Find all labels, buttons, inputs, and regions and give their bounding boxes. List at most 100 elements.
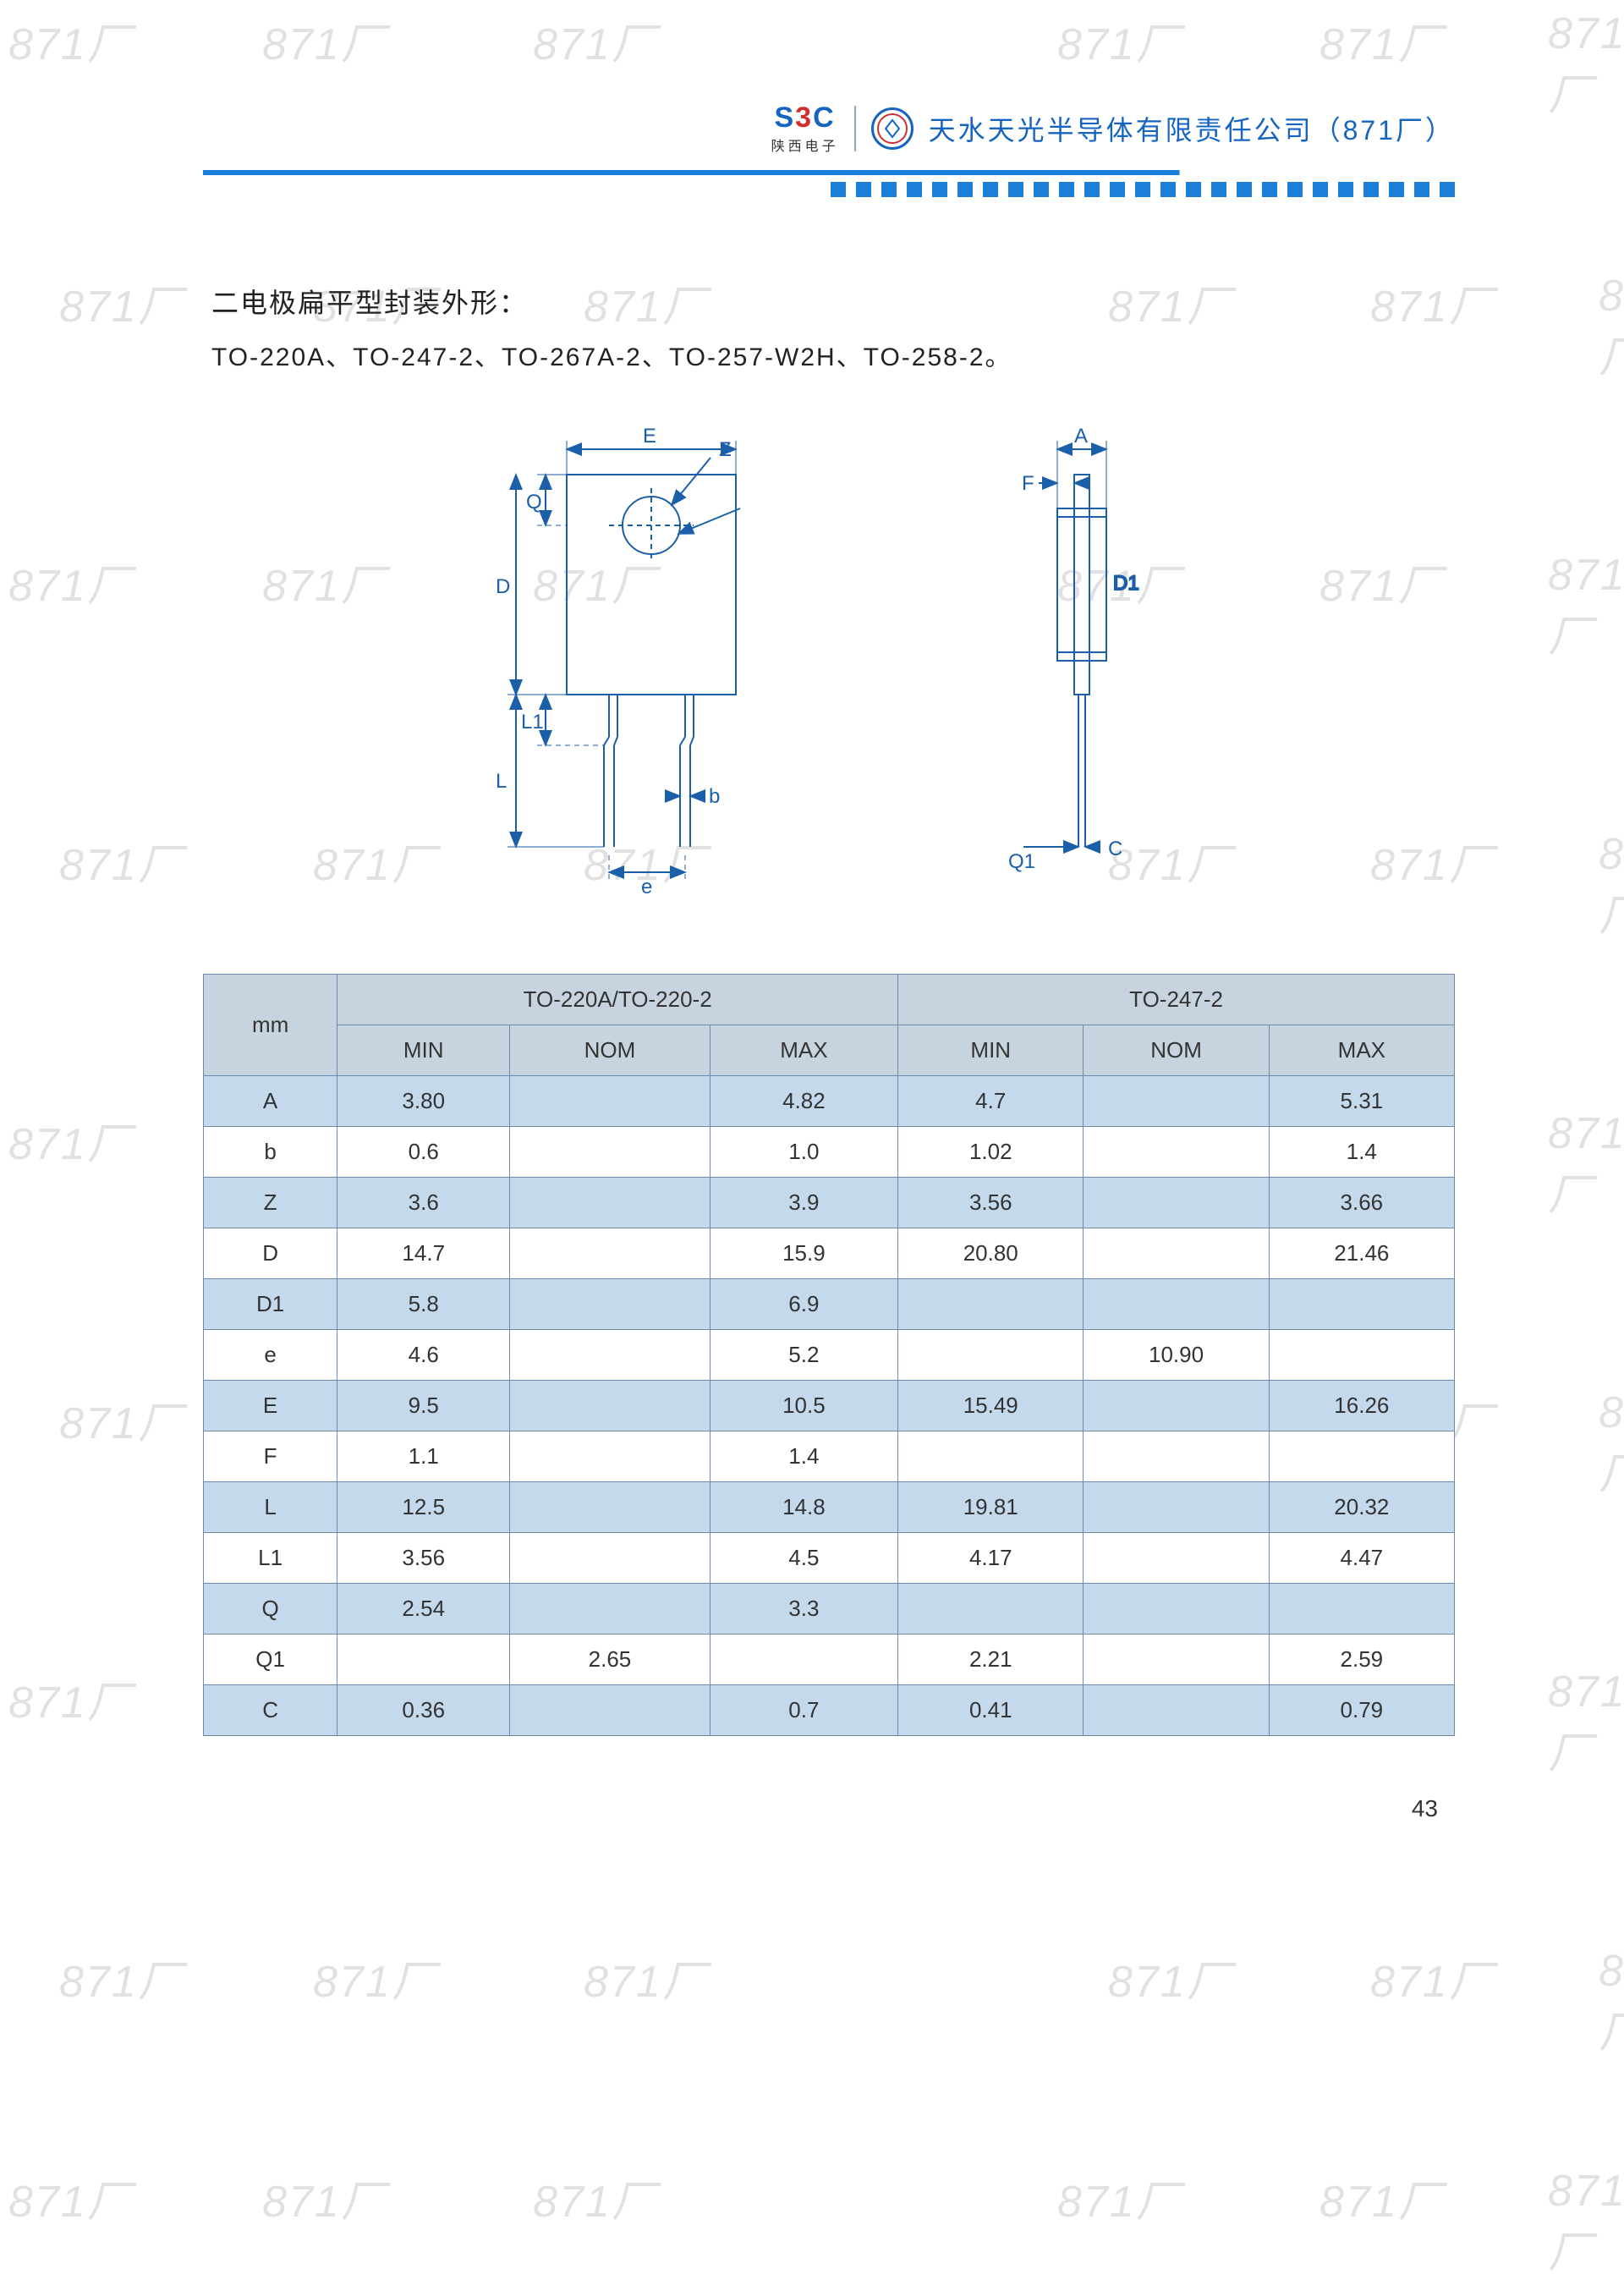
value-cell: 3.6 bbox=[337, 1178, 510, 1228]
table-row: Q2.54 3.3 bbox=[204, 1584, 1455, 1634]
watermark-text: 871厂 bbox=[313, 1946, 437, 2009]
label-Z: Z bbox=[719, 438, 732, 461]
value-cell: 1.4 bbox=[710, 1431, 897, 1482]
value-cell: 10.90 bbox=[1084, 1330, 1269, 1381]
value-cell: 15.9 bbox=[710, 1228, 897, 1279]
value-cell: 16.26 bbox=[1269, 1381, 1454, 1431]
th-max2: MAX bbox=[1269, 1025, 1454, 1076]
value-cell: 15.49 bbox=[898, 1381, 1084, 1431]
value-cell bbox=[510, 1381, 710, 1431]
value-cell: 2.65 bbox=[510, 1634, 710, 1685]
param-cell: L bbox=[204, 1482, 337, 1533]
value-cell: 4.17 bbox=[898, 1533, 1084, 1584]
value-cell bbox=[1084, 1228, 1269, 1279]
intro-line2: TO-220A、TO-247-2、TO-267A-2、TO-257-W2H、TO… bbox=[211, 336, 1455, 373]
page-number: 43 bbox=[203, 1795, 1438, 1822]
value-cell bbox=[1084, 1533, 1269, 1584]
value-cell bbox=[510, 1482, 710, 1533]
label-Q: Q bbox=[526, 491, 542, 514]
value-cell bbox=[510, 1533, 710, 1584]
watermark-text: 871厂 bbox=[1370, 1946, 1495, 2009]
value-cell bbox=[510, 1685, 710, 1736]
watermark-text: 871厂 bbox=[1057, 2166, 1182, 2229]
watermark-text: 871厂 bbox=[1320, 2166, 1444, 2229]
diagram-side: D1 A F Q1 C bbox=[956, 424, 1210, 898]
table-row: L13.56 4.54.17 4.47 bbox=[204, 1533, 1455, 1584]
value-cell: 6.9 bbox=[710, 1279, 897, 1330]
th-nom2: NOM bbox=[1084, 1025, 1269, 1076]
th-pkg1: TO-220A/TO-220-2 bbox=[337, 975, 898, 1025]
value-cell: 3.80 bbox=[337, 1076, 510, 1127]
value-cell bbox=[1084, 1127, 1269, 1178]
value-cell bbox=[1084, 1584, 1269, 1634]
value-cell: 21.46 bbox=[1269, 1228, 1454, 1279]
param-cell: Q bbox=[204, 1584, 337, 1634]
table-row: Z3.63.93.563.66 bbox=[204, 1178, 1455, 1228]
label-D1: D1 bbox=[1113, 572, 1139, 595]
value-cell: 3.56 bbox=[898, 1178, 1084, 1228]
param-cell: Q1 bbox=[204, 1634, 337, 1685]
label-L: L bbox=[496, 770, 507, 793]
param-cell: b bbox=[204, 1127, 337, 1178]
company-name: 天水天光半导体有限责任公司（871厂） bbox=[929, 109, 1455, 148]
label-F: F bbox=[1022, 472, 1034, 495]
label-e: e bbox=[641, 876, 652, 898]
value-cell bbox=[1084, 1076, 1269, 1127]
value-cell: 1.0 bbox=[710, 1127, 897, 1178]
value-cell: 4.47 bbox=[1269, 1533, 1454, 1584]
watermark-text: 871厂 bbox=[1599, 1946, 1624, 2060]
value-cell bbox=[510, 1584, 710, 1634]
diagram-front: E Z Q D L1 L b e bbox=[448, 424, 804, 898]
value-cell bbox=[1084, 1279, 1269, 1330]
value-cell: 9.5 bbox=[337, 1381, 510, 1431]
table-row: L12.514.819.8120.32 bbox=[204, 1482, 1455, 1533]
value-cell: 0.7 bbox=[710, 1685, 897, 1736]
value-cell bbox=[1084, 1482, 1269, 1533]
param-cell: D1 bbox=[204, 1279, 337, 1330]
value-cell bbox=[1084, 1685, 1269, 1736]
th-max1: MAX bbox=[710, 1025, 897, 1076]
value-cell: 4.5 bbox=[710, 1533, 897, 1584]
th-unit: mm bbox=[204, 975, 337, 1076]
th-pkg2: TO-247-2 bbox=[898, 975, 1455, 1025]
table-row: Q12.652.212.59 bbox=[204, 1634, 1455, 1685]
table-header: mm TO-220A/TO-220-2 TO-247-2 MIN NOM MAX… bbox=[204, 975, 1455, 1076]
company-name-suffix: （871厂） bbox=[1314, 115, 1455, 146]
value-cell: 5.8 bbox=[337, 1279, 510, 1330]
th-min2: MIN bbox=[898, 1025, 1084, 1076]
param-cell: A bbox=[204, 1076, 337, 1127]
value-cell: 0.41 bbox=[898, 1685, 1084, 1736]
company-emblem-icon bbox=[871, 107, 914, 150]
label-L1: L1 bbox=[521, 711, 544, 733]
value-cell: 19.81 bbox=[898, 1482, 1084, 1533]
value-cell bbox=[898, 1431, 1084, 1482]
param-cell: L1 bbox=[204, 1533, 337, 1584]
value-cell bbox=[510, 1178, 710, 1228]
logo-subtitle: 陕西电子 bbox=[771, 135, 839, 155]
company-name-text: 天水天光半导体有限责任公司 bbox=[929, 115, 1314, 146]
table-row: b0.61.01.021.4 bbox=[204, 1127, 1455, 1178]
header-dotted-bar bbox=[203, 182, 1455, 197]
value-cell: 12.5 bbox=[337, 1482, 510, 1533]
value-cell bbox=[898, 1330, 1084, 1381]
value-cell: 3.3 bbox=[710, 1584, 897, 1634]
value-cell: 1.02 bbox=[898, 1127, 1084, 1178]
value-cell: 5.2 bbox=[710, 1330, 897, 1381]
label-C: C bbox=[1108, 838, 1122, 860]
value-cell: 14.8 bbox=[710, 1482, 897, 1533]
value-cell bbox=[510, 1431, 710, 1482]
value-cell: 2.54 bbox=[337, 1584, 510, 1634]
table-row: C0.360.70.410.79 bbox=[204, 1685, 1455, 1736]
spec-table: mm TO-220A/TO-220-2 TO-247-2 MIN NOM MAX… bbox=[203, 974, 1455, 1736]
value-cell bbox=[1084, 1178, 1269, 1228]
th-nom1: NOM bbox=[510, 1025, 710, 1076]
value-cell bbox=[510, 1330, 710, 1381]
value-cell: 3.56 bbox=[337, 1533, 510, 1584]
table-body: A3.804.824.75.31b0.61.01.021.4Z3.63.93.5… bbox=[204, 1076, 1455, 1736]
param-cell: E bbox=[204, 1381, 337, 1431]
table-row: e4.65.210.90 bbox=[204, 1330, 1455, 1381]
page-content: S3C 陕西电子 天水天光半导体有限责任公司（871厂） 二电极扁平型封装外形：… bbox=[0, 0, 1624, 1890]
value-cell: 0.79 bbox=[1269, 1685, 1454, 1736]
value-cell: 3.66 bbox=[1269, 1178, 1454, 1228]
value-cell: 3.9 bbox=[710, 1178, 897, 1228]
